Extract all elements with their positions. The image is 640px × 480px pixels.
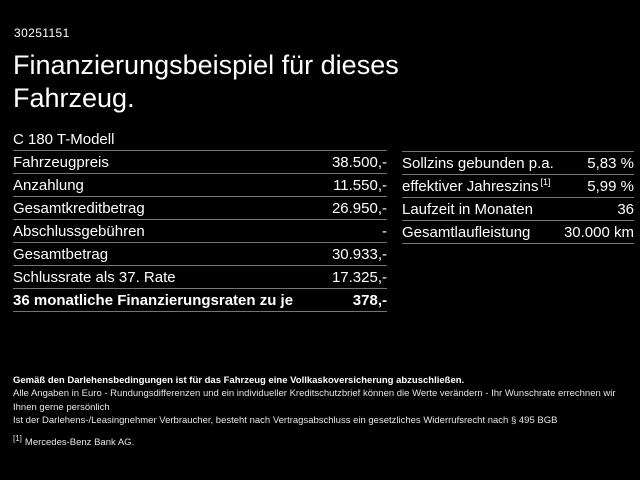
footer-footnote: [1] Mercedes-Benz Bank AG.: [13, 432, 631, 450]
row-value: 26.950,-: [331, 199, 387, 217]
table-row-down-payment: Anzahlung 11.550,-: [13, 174, 387, 197]
row-label: Anzahlung: [13, 176, 84, 194]
legal-footer: Gemäß den Darlehensbedingungen ist für d…: [13, 374, 631, 449]
page-title-line-1: Finanzierungsbeispiel für dieses: [13, 50, 399, 80]
footnote-reference: [1]: [540, 177, 551, 187]
table-row-closing-fees: Abschlussgebühren -: [13, 220, 387, 243]
vehicle-model-label: C 180 T-Modell: [13, 130, 115, 148]
footnote-text: Mercedes-Benz Bank AG.: [24, 436, 135, 448]
vehicle-model: C 180 T-Modell: [13, 128, 387, 151]
row-label: Laufzeit in Monaten: [402, 200, 533, 218]
row-label: Gesamtbetrag: [13, 245, 109, 263]
table-row-nominal-interest: Sollzins gebunden p.a. 5,83 %: [402, 152, 634, 175]
table-row-total-amount: Gesamtbetrag 30.933,-: [13, 243, 387, 266]
row-value: 378,-: [352, 291, 387, 309]
row-label: Fahrzeugpreis: [13, 153, 109, 171]
row-label: 36 monatliche Finanzierungsraten zu je: [13, 291, 294, 309]
table-row-final-installment: Schlussrate als 37. Rate 17.325,-: [13, 266, 387, 289]
row-value: 36: [617, 200, 634, 218]
table-row-term-months: Laufzeit in Monaten 36: [402, 198, 634, 221]
table-row-vehicle-price: Fahrzeugpreis 38.500,-: [13, 151, 387, 174]
row-value: 30.000 km: [563, 223, 634, 241]
row-label: Sollzins gebunden p.a.: [402, 154, 554, 172]
table-row-monthly-rate: 36 monatliche Finanzierungsraten zu je 3…: [13, 289, 387, 312]
row-label: Gesamtkreditbetrag: [13, 199, 145, 217]
row-value: -: [382, 222, 387, 240]
footer-disclaimer-line-1: Alle Angaben in Euro - Rundungsdifferenz…: [13, 388, 616, 413]
table-row-total-credit: Gesamtkreditbetrag 26.950,-: [13, 197, 387, 220]
document-number: 30251151: [14, 26, 70, 40]
row-value: 30.933,-: [331, 245, 387, 263]
footer-insurance-note: Gemäß den Darlehensbedingungen ist für d…: [13, 375, 465, 386]
row-value: 38.500,-: [331, 153, 387, 171]
footnote-marker: [1]: [13, 433, 22, 443]
page-title: Finanzierungsbeispiel für dieses Fahrzeu…: [13, 49, 399, 115]
row-value: 11.550,-: [333, 176, 387, 194]
financing-table: Fahrzeugpreis 38.500,- Anzahlung 11.550,…: [13, 151, 387, 312]
table-row-total-mileage: Gesamtlaufleistung 30.000 km: [402, 221, 634, 244]
row-label: Gesamtlaufleistung: [402, 223, 531, 241]
row-value: 5,99 %: [587, 177, 634, 195]
row-value: 17.325,-: [331, 268, 387, 286]
row-label: effektiver Jahreszins [1]: [402, 177, 550, 195]
footer-disclaimer-line-2: Ist der Darlehens-/Leasingnehmer Verbrau…: [13, 415, 558, 427]
conditions-table: Sollzins gebunden p.a. 5,83 % effektiver…: [402, 151, 634, 244]
page-title-line-2: Fahrzeug.: [13, 83, 135, 113]
row-label: Abschlussgebühren: [13, 222, 145, 240]
table-row-effective-interest: effektiver Jahreszins [1] 5,99 %: [402, 175, 634, 198]
row-label: Schlussrate als 37. Rate: [13, 268, 176, 286]
row-label-text: effektiver Jahreszins: [402, 178, 539, 195]
row-value: 5,83 %: [587, 154, 634, 172]
